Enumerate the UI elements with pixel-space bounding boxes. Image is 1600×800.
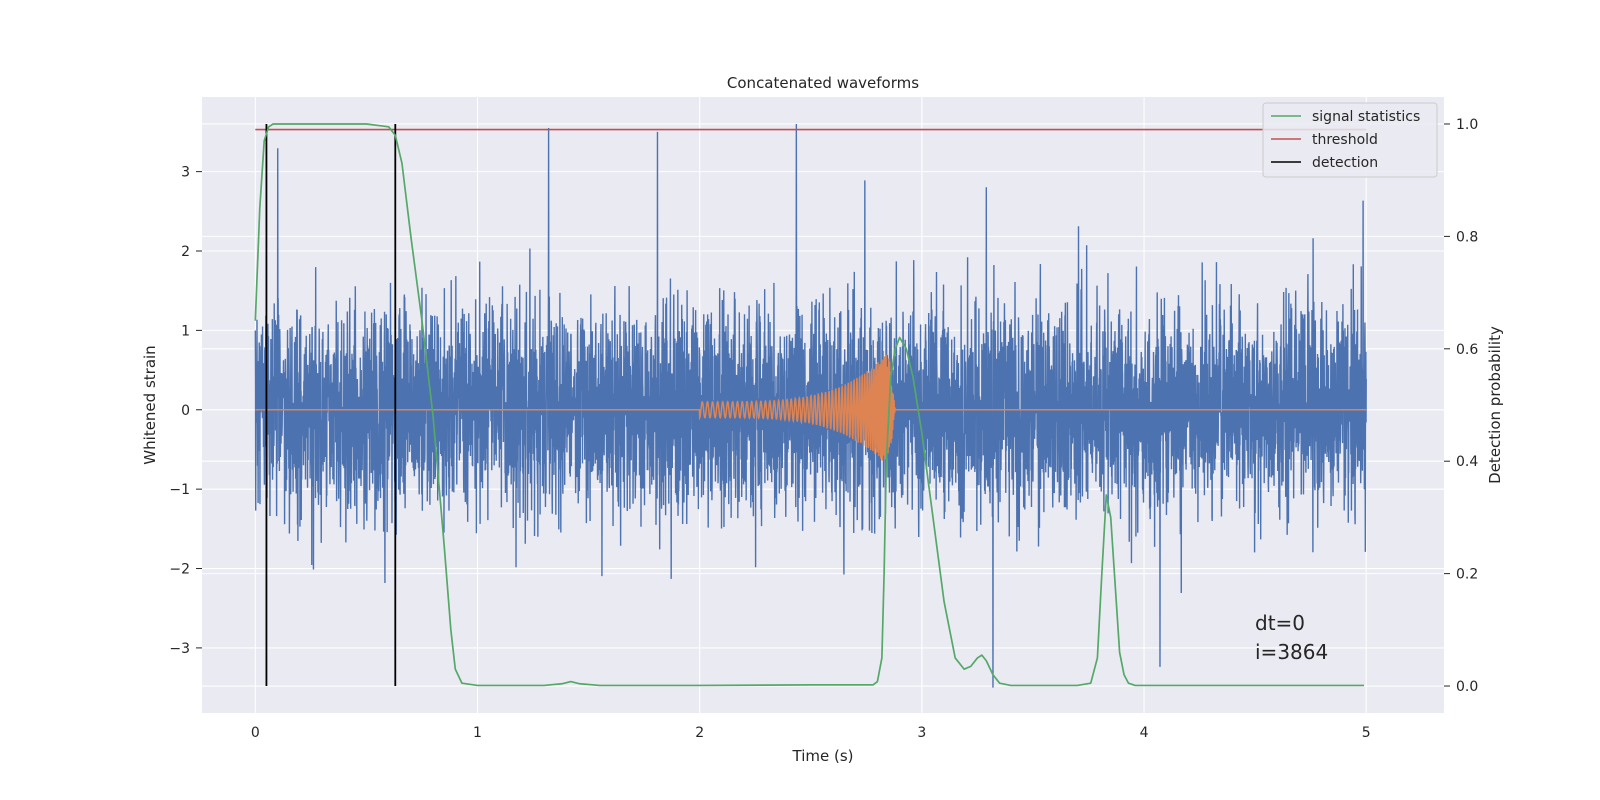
annotation-dt: dt=0	[1255, 611, 1305, 635]
y-right-tick-label: 0.0	[1456, 679, 1478, 695]
x-tick-label: 4	[1140, 725, 1149, 741]
x-tick-label: 2	[695, 725, 704, 741]
y-axis-left-label: Whitened strain	[141, 345, 159, 464]
y-left-tick-label: 1	[181, 323, 190, 339]
y-axis-right-ticks: 0.0 0.2 0.4 0.6 0.8 1.0	[1444, 117, 1478, 695]
x-tick-label: 1	[473, 725, 482, 741]
y-right-tick-label: 0.6	[1456, 342, 1478, 358]
x-tick-label: 5	[1362, 725, 1371, 741]
legend: signal statistics threshold detection	[1262, 102, 1438, 178]
legend-label-threshold: threshold	[1312, 132, 1378, 148]
legend-box	[1262, 102, 1438, 178]
y-right-tick-label: 0.8	[1456, 229, 1478, 245]
chart-title: Concatenated waveforms	[727, 74, 919, 92]
y-left-tick-label: −1	[169, 482, 190, 498]
x-axis-label: Time (s)	[792, 747, 854, 765]
signal-statistics-line	[254, 123, 1365, 687]
y-left-tick-label: 2	[181, 244, 190, 260]
strain-noise-line	[254, 123, 1367, 688]
y-left-tick-label: 0	[181, 403, 190, 419]
y-right-tick-label: 0.4	[1456, 454, 1478, 470]
y-left-tick-label: 3	[181, 165, 190, 181]
x-axis-ticks: 0 1 2 3 4 5	[251, 725, 1371, 741]
y-axis-right-label: Detection probability	[1486, 326, 1504, 484]
legend-label-detection: detection	[1312, 155, 1378, 171]
annotation-block: dt=0 i=3864	[1255, 611, 1328, 664]
x-tick-label: 0	[251, 725, 260, 741]
annotation-index: i=3864	[1255, 640, 1328, 664]
series-layer	[254, 123, 1367, 688]
y-left-tick-label: −2	[169, 562, 190, 578]
x-tick-label: 3	[917, 725, 926, 741]
injected-waveform-line	[255, 354, 1367, 461]
y-right-tick-label: 0.2	[1456, 567, 1478, 583]
y-right-tick-label: 1.0	[1456, 117, 1478, 133]
legend-label-signal-statistics: signal statistics	[1312, 109, 1420, 125]
y-axis-left-ticks: −3 −2 −1 0 1 2 3	[169, 165, 202, 657]
y-left-tick-label: −3	[169, 641, 190, 657]
